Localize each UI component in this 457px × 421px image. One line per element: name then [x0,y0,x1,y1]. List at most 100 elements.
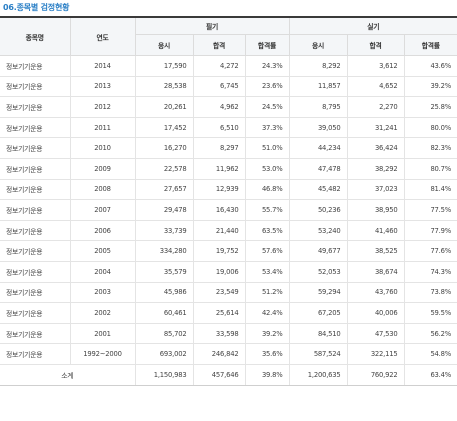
cell-written-pass: 25,614 [192,302,245,324]
cell-practical-pass: 38,950 [346,199,405,221]
cell-written-pass: 11,962 [192,158,245,180]
table-row: 정보기기운용 2009 22,578 11,962 53.0% 47,478 38,292 8… [0,158,457,180]
cell-written-pass: 6,745 [192,76,245,98]
table-row: 정보기기운용 2007 29,478 16,430 55.7% 50,236 38,950 7… [0,199,457,221]
cell-practical-pass: 3,612 [346,55,405,77]
cell-written-pass: 4,272 [192,55,245,77]
cell-written-apply: 28,538 [134,76,193,98]
cell-practical-pass: 47,530 [346,323,405,345]
cell-practical-apply: 44,234 [288,137,348,159]
cell-name: 정보기기운용 [0,158,70,180]
cell-practical-apply: 67,205 [288,302,348,324]
cell-written-rate: 23.6% [244,76,290,98]
cell-practical-rate: 77.9% [403,220,457,242]
cell-written-apply: 85,702 [134,323,193,345]
cell-name: 정보기기운용 [0,199,70,221]
table-header: 종목명 연도 필기 실기 응시 합격 합격률 응시 합격 합격률 [0,17,457,56]
cell-year: 2008 [69,179,135,201]
cell-practical-apply: 84,510 [288,323,348,345]
cell-practical-rate: 80.7% [403,158,457,180]
cell-year: 2009 [69,158,135,180]
stats-table-wrapper: 종목명 연도 필기 실기 응시 합격 합격률 응시 합격 합격률 정보기기운용 2… [0,16,457,386]
cell-written-apply: 334,280 [134,240,193,262]
cell-written-pass: 6,510 [192,117,245,139]
header-practical-rate: 합격률 [403,34,457,56]
cell-practical-rate: 56.2% [403,323,457,345]
table-row: 정보기기운용 2014 17,590 4,272 24.3% 8,292 3,612 43.6… [0,55,457,77]
header-practical: 실기 [288,17,457,35]
cell-year: 2004 [69,261,135,283]
cell-year: 2010 [69,137,135,159]
cell-written-rate: 53.0% [244,158,290,180]
cell-name: 정보기기운용 [0,179,70,201]
cell-year: 2014 [69,55,135,77]
header-written-pass: 합격 [192,34,245,56]
cell-year: 2002 [69,302,135,324]
cell-practical-pass: 38,674 [346,261,405,283]
cell-written-pass: 4,962 [192,96,245,118]
cell-written-apply: 22,578 [134,158,193,180]
cell-practical-pass: 41,460 [346,220,405,242]
cell-year: 2001 [69,323,135,345]
header-year: 연도 [69,17,135,56]
cell-practical-rate: 81.4% [403,179,457,201]
cell-written-apply: 17,590 [134,55,193,77]
cell-practical-rate: 54.8% [403,343,457,365]
total-label: 소계 [0,364,135,386]
table-row: 정보기기운용 2005 334,280 19,752 57.6% 49,677 38,525… [0,240,457,262]
cell-name: 정보기기운용 [0,323,70,345]
table-row: 정보기기운용 2011 17,452 6,510 37.3% 39,050 31,241 80… [0,117,457,139]
cell-name: 정보기기운용 [0,55,70,77]
cell-practical-apply: 59,294 [288,282,348,304]
total-p-rate: 63.4% [403,364,457,386]
cell-written-rate: 24.3% [244,55,290,77]
cell-written-pass: 21,440 [192,220,245,242]
cell-practical-rate: 25.8% [403,96,457,118]
cell-year: 2005 [69,240,135,262]
cell-written-apply: 29,478 [134,199,193,221]
cell-practical-apply: 49,677 [288,240,348,262]
cell-year: 2013 [69,76,135,98]
cell-year: 2003 [69,282,135,304]
cell-written-apply: 20,261 [134,96,193,118]
cell-practical-pass: 40,006 [346,302,405,324]
cell-written-rate: 39.2% [244,323,290,345]
cell-written-rate: 35.6% [244,343,290,365]
cell-year: 1992~2000 [69,343,135,365]
table-row-total: 소계 1,150,983 457,646 39.8% 1,200,635 760,922 6… [0,364,457,386]
cell-written-rate: 57.6% [244,240,290,262]
cell-practical-pass: 4,652 [346,76,405,98]
cell-practical-rate: 43.6% [403,55,457,77]
cell-practical-apply: 39,050 [288,117,348,139]
cell-practical-rate: 74.3% [403,261,457,283]
cell-written-pass: 16,430 [192,199,245,221]
table-row: 정보기기운용 2013 28,538 6,745 23.6% 11,857 4,652 39.… [0,76,457,98]
cell-written-pass: 33,598 [192,323,245,345]
cell-written-apply: 16,270 [134,137,193,159]
cell-written-pass: 8,297 [192,137,245,159]
table-row: 정보기기운용 2008 27,657 12,939 46.8% 45,482 37,023 8… [0,179,457,201]
cell-written-rate: 53.4% [244,261,290,283]
cell-practical-apply: 8,795 [288,96,348,118]
cell-name: 정보기기운용 [0,96,70,118]
cell-practical-rate: 80.0% [403,117,457,139]
total-w-rate: 39.8% [244,364,290,386]
cell-practical-pass: 2,270 [346,96,405,118]
header-practical-pass: 합격 [346,34,405,56]
cell-year: 2007 [69,199,135,221]
cell-practical-apply: 11,857 [288,76,348,98]
cell-year: 2012 [69,96,135,118]
cell-written-pass: 19,752 [192,240,245,262]
total-w-pass: 457,646 [192,364,245,386]
cell-practical-pass: 38,525 [346,240,405,262]
exam-stats-table: 종목명 연도 필기 실기 응시 합격 합격률 응시 합격 합격률 정보기기운용 2… [0,16,457,386]
cell-practical-rate: 77.6% [403,240,457,262]
cell-practical-apply: 45,482 [288,179,348,201]
cell-written-rate: 24.5% [244,96,290,118]
section-title: 06.종목별 검정현황 [3,3,70,12]
cell-written-pass: 12,939 [192,179,245,201]
cell-practical-rate: 77.5% [403,199,457,221]
cell-written-rate: 51.0% [244,137,290,159]
cell-practical-pass: 31,241 [346,117,405,139]
cell-practical-pass: 36,424 [346,137,405,159]
